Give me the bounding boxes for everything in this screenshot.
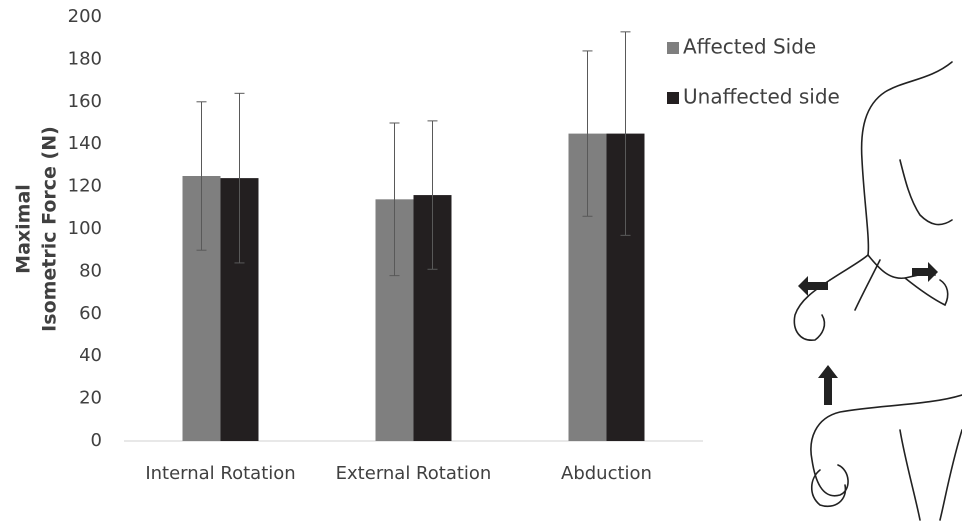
y-axis-label: Isometric Force (N): [39, 126, 61, 332]
y-tick-label: 80: [79, 260, 102, 281]
legend-label: Unaffected side: [683, 85, 840, 109]
y-tick-label: 20: [79, 388, 102, 409]
legend-label: Affected Side: [683, 35, 816, 59]
x-tick-label: Abduction: [561, 463, 652, 484]
x-tick-label: Internal Rotation: [145, 463, 295, 484]
legend-swatch: [667, 42, 679, 54]
arrow: [912, 262, 938, 282]
legend-swatch: [667, 92, 679, 104]
illustration: [794, 62, 962, 520]
arrow: [818, 365, 838, 405]
y-tick-label: 60: [79, 303, 102, 324]
y-tick-label: 40: [79, 345, 102, 366]
x-tick-label: External Rotation: [336, 463, 492, 484]
y-axis-label: Maximal: [13, 184, 35, 274]
y-tick-label: 140: [68, 133, 102, 154]
y-tick-label: 160: [68, 91, 102, 112]
chart: 0 20 40 60 80 100 120 140 160 180 200 MaximalIsomet…: [0, 0, 962, 529]
y-tick-label: 200: [68, 6, 102, 27]
y-tick-label: 0: [91, 430, 102, 451]
y-tick-label: 100: [68, 218, 102, 239]
y-tick-label: 120: [68, 176, 102, 197]
y-tick-label: 180: [68, 48, 102, 69]
